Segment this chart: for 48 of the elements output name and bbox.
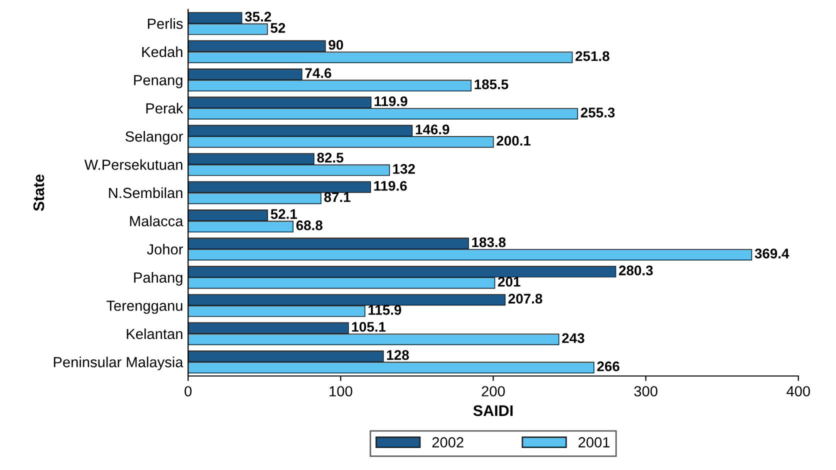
data-label: 52 [270,23,286,33]
x-tick-label: 300 [634,386,658,396]
y-tick-label: Johor [146,244,183,255]
data-label: 183.8 [472,237,506,248]
data-label: 74.6 [305,68,332,78]
data-label: 105.1 [352,322,386,332]
legend-label: 2002 [432,437,464,448]
y-tick-label: N.Sembilan [109,187,182,198]
x-tick-label: 0 [184,386,192,396]
y-tick-label: Penang [134,75,182,88]
y-tick-label: Perak [146,102,184,114]
data-label: 119.6 [374,180,407,191]
y-tick-label: W.Persekutuan [84,159,182,170]
data-label: 200.1 [496,136,531,146]
data-label: 251.8 [576,51,610,62]
data-label: 255.3 [580,108,615,118]
data-label: 115.9 [368,305,402,315]
y-tick-label: Perlis [148,18,183,29]
legend-label: 2001 [578,437,610,448]
y-tick-label: Selangor [126,131,183,145]
x-tick-label: 100 [330,386,352,396]
data-label: 87.1 [324,192,350,202]
data-label: 146.9 [416,124,450,134]
data-label: 369.4 [754,248,790,258]
data-label: 128 [387,350,409,360]
y-tick-label: Kedah [142,46,182,58]
y-tick-label: Pahang [134,272,182,286]
data-label: 243 [562,333,584,344]
data-label: 82.5 [317,152,344,163]
data-label: 280.3 [619,266,653,276]
y-tick-label: Peninsular Malaysia [54,356,184,370]
data-label: 207.8 [508,294,542,304]
data-label: 185.5 [474,79,508,90]
data-label: 266 [597,361,620,372]
data-label: 35.2 [244,12,272,22]
x-tick-label: 400 [786,386,810,396]
data-label: 68.8 [296,220,322,230]
x-tick-label: 200 [482,386,505,396]
y-tick-label: Malacca [130,216,184,226]
data-label: 201 [498,276,520,287]
data-label: 119.9 [374,96,408,106]
x-axis-title: SAIDI [473,405,513,416]
y-tick-label: Terengganu [106,300,182,314]
y-tick-label: Kelantan [126,328,182,340]
data-label: 90 [328,40,344,50]
data-label: 52.1 [270,209,298,219]
data-label: 132 [393,164,415,174]
y-axis-title: State [33,174,44,211]
